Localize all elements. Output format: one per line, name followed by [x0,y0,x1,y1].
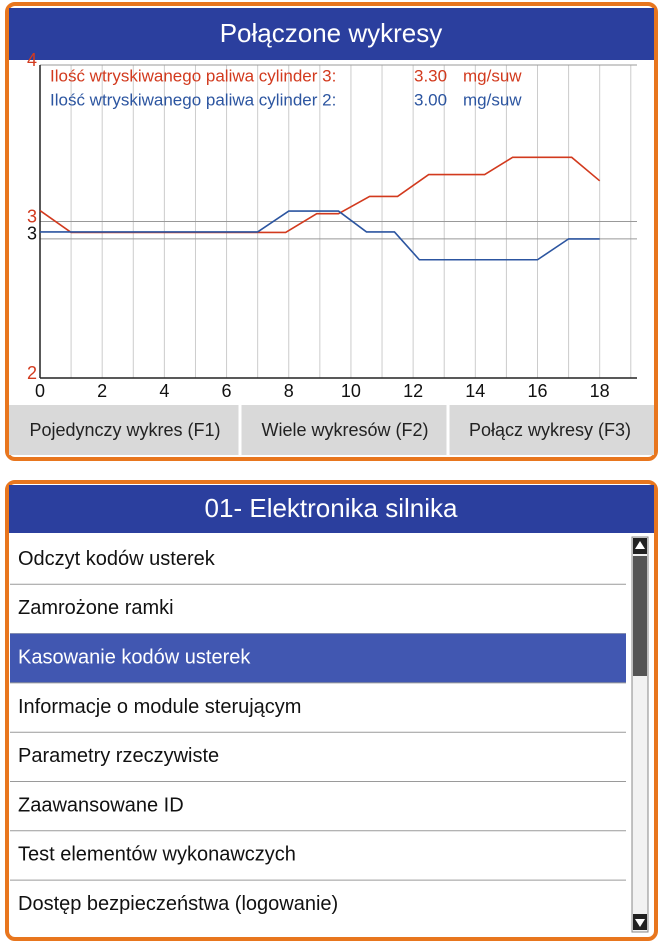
menu-item[interactable]: Odczyt kodów usterek [18,548,216,570]
legend-unit: mg/suw [463,90,522,109]
x-tick-label: 8 [284,381,294,401]
y-tick-label: 4 [27,50,37,70]
scroll-up-icon [635,541,645,549]
menu-item-highlight[interactable] [10,633,626,683]
legend-unit: mg/suw [463,66,522,85]
chart-header [9,8,654,60]
button-bar [9,405,654,455]
chart-panel [5,2,658,461]
menu-item[interactable]: Informacje o module sterującym [18,696,301,718]
legend-name: Ilość wtryskiwanego paliwa cylinder 3: [50,66,336,85]
legend-value: 3.00 [414,90,447,109]
x-tick-label: 12 [403,381,423,401]
x-tick-label: 14 [465,381,485,401]
tab-button[interactable]: Pojedynczy wykres (F1) [29,420,220,440]
menu-header [9,485,654,533]
chart-title: Połączone wykresy [220,18,443,48]
menu-item[interactable]: Parametry rzeczywiste [18,745,219,767]
legend-value: 3.30 [414,66,447,85]
x-tick-label: 16 [527,381,547,401]
x-tick-label: 2 [97,381,107,401]
x-tick-label: 6 [222,381,232,401]
scrollbar-thumb[interactable] [633,556,647,676]
y-tick-label: 2 [27,363,37,383]
series-line [40,210,600,261]
menu-item[interactable]: Zamrożone ramki [18,597,174,619]
tab-button[interactable]: Wiele wykresów (F2) [261,420,428,440]
menu-item[interactable]: Dostęp bezpieczeństwa (logowanie) [18,893,338,915]
y-tick-label: 3 [27,206,37,226]
x-tick-label: 4 [159,381,169,401]
scroll-down-icon [635,919,645,927]
y2-tick-label: 3 [27,224,37,244]
x-tick-label: 10 [341,381,361,401]
menu-panel [5,480,658,941]
tab-button[interactable]: Połącz wykresy (F3) [469,420,631,440]
menu-item[interactable]: Kasowanie kodów usterek [18,647,251,669]
menu-item[interactable]: Test elementów wykonawczych [18,844,296,866]
menu-item[interactable]: Zaawansowane ID [18,794,184,816]
menu-title: 01- Elektronika silnika [205,493,458,523]
x-tick-label: 0 [35,381,45,401]
legend-name: Ilość wtryskiwanego paliwa cylinder 2: [50,90,336,109]
x-tick-label: 18 [590,381,610,401]
